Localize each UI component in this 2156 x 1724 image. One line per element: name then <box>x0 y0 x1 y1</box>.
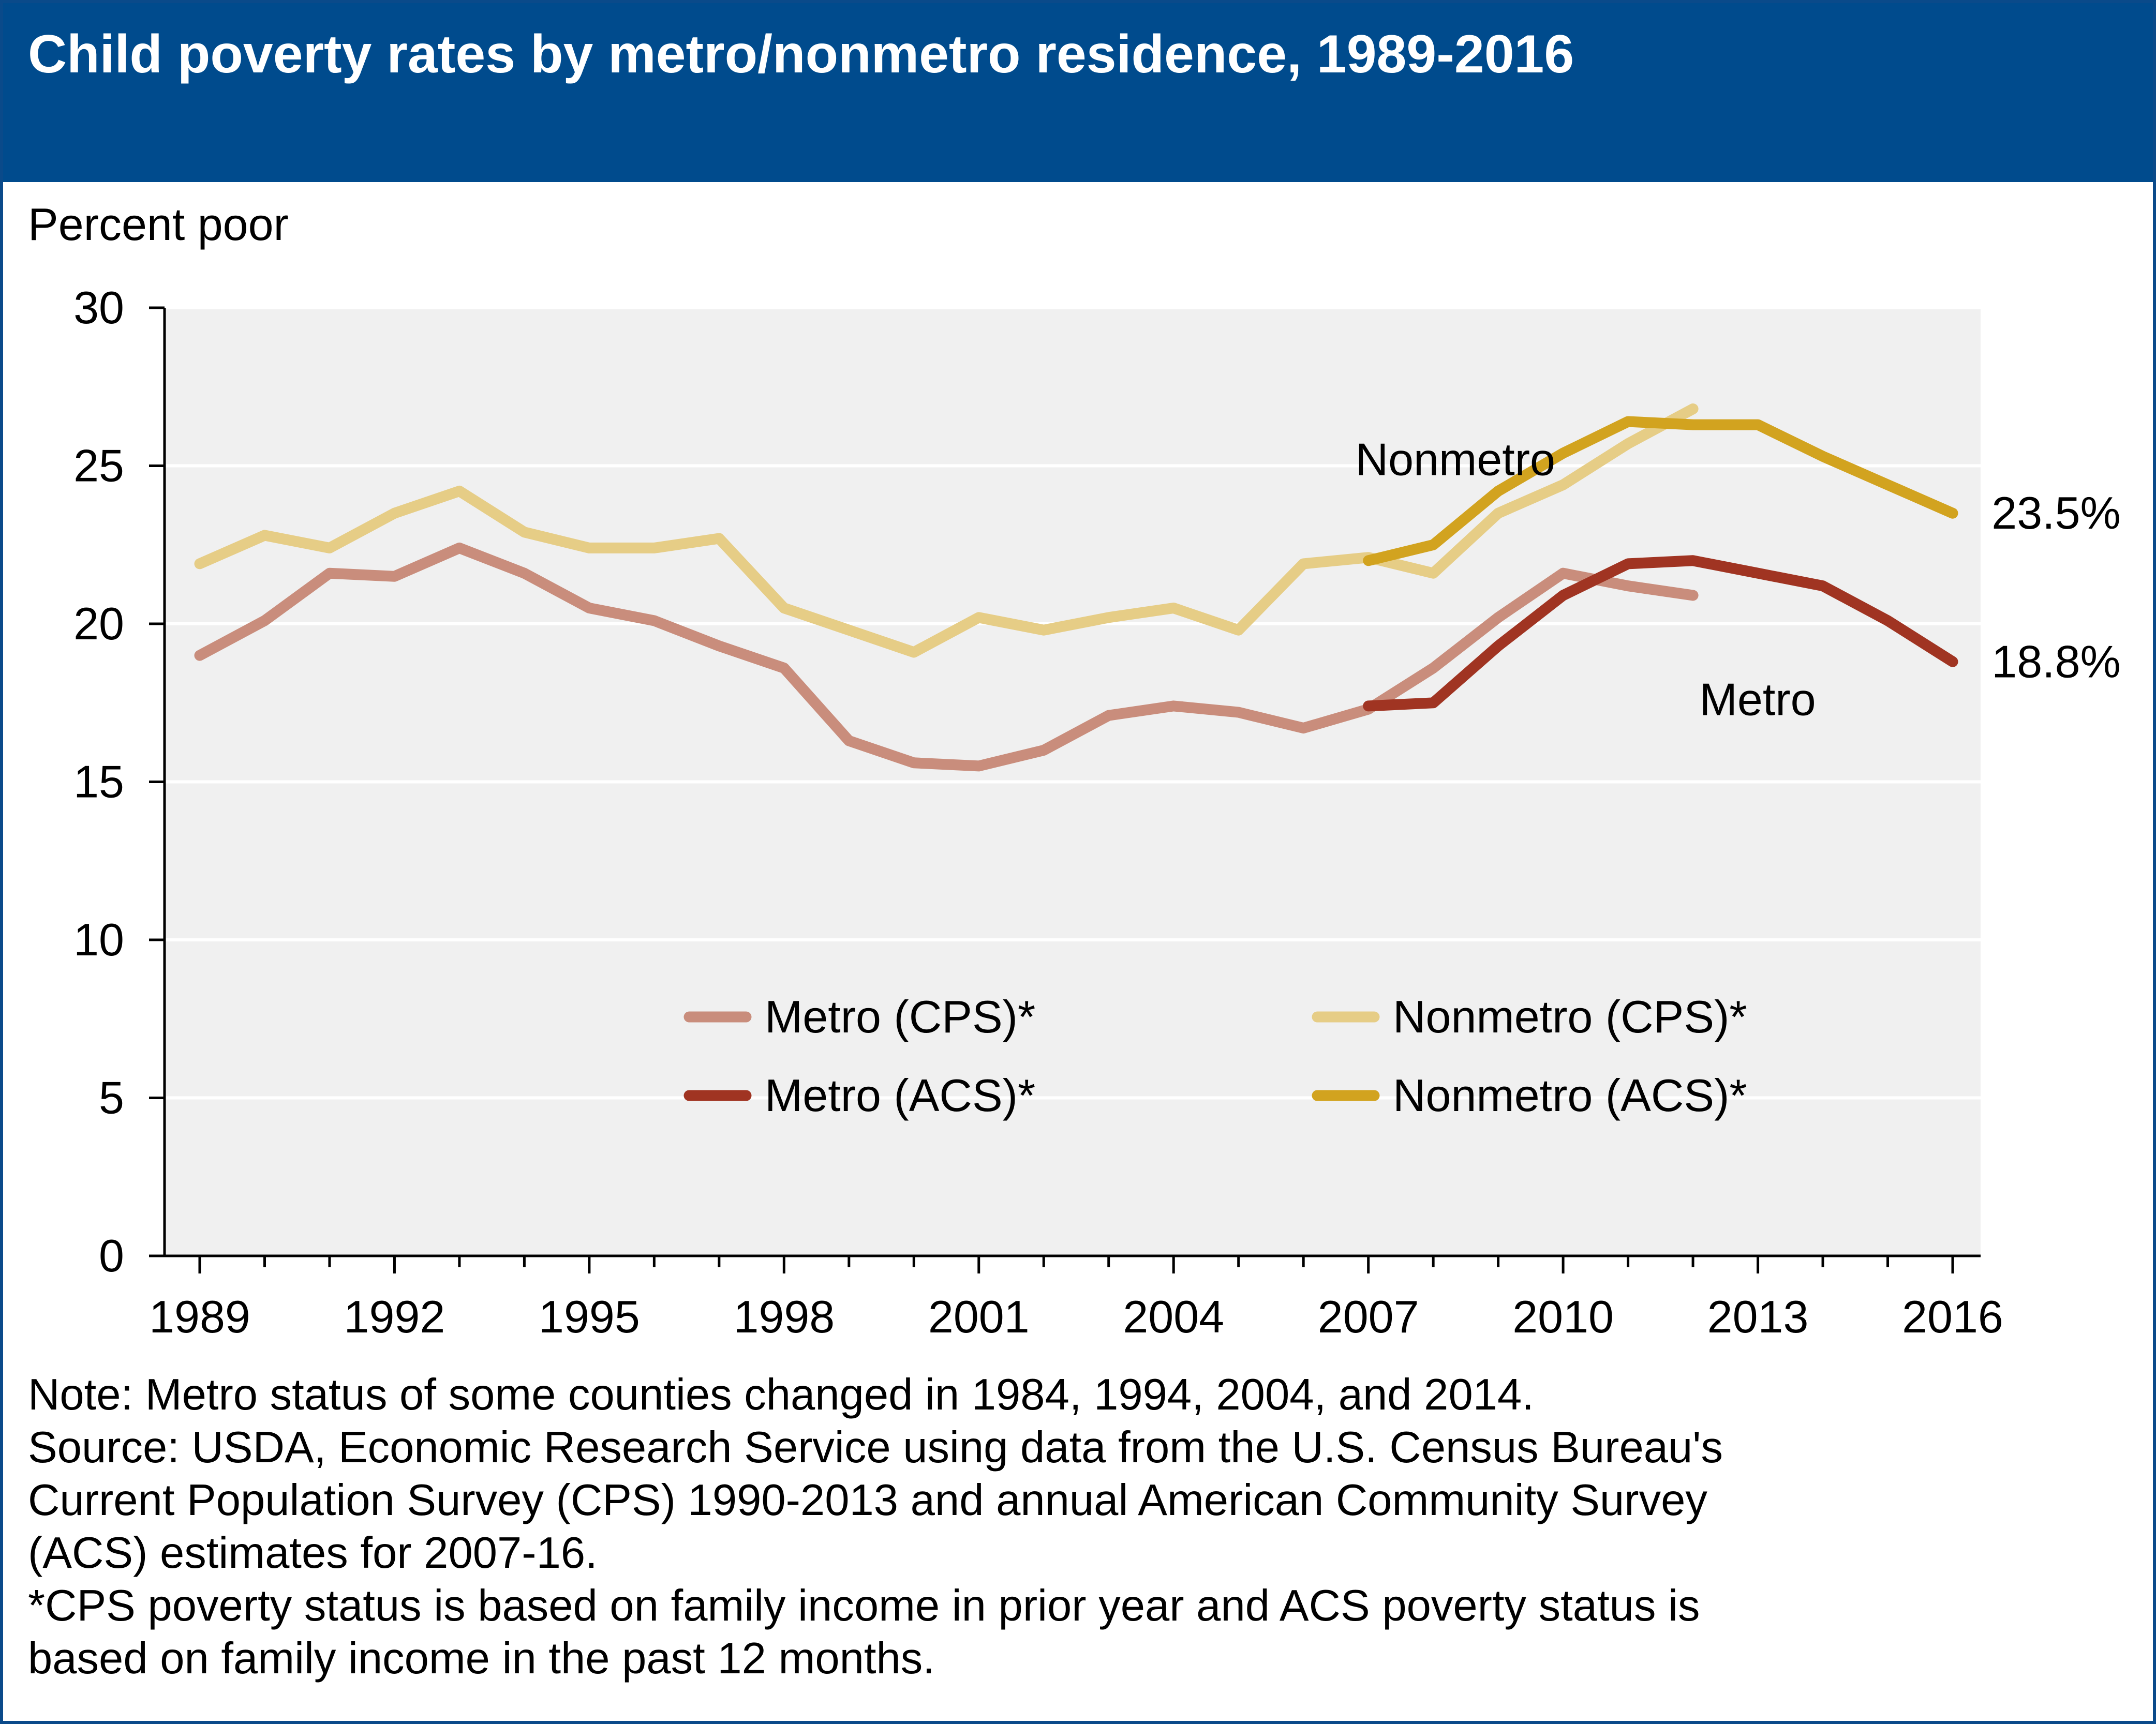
chart-title: Child poverty rates by metro/nonmetro re… <box>28 24 1574 84</box>
legend-label: Nonmetro (ACS)* <box>1393 1070 1747 1121</box>
x-tick-label: 2004 <box>1123 1291 1224 1342</box>
annotation-label: Metro <box>1700 674 1816 725</box>
series-line <box>1363 416 1958 566</box>
annotation-label: 23.5% <box>1991 487 2121 538</box>
legend-label: Metro (CPS)* <box>765 991 1035 1042</box>
x-tick-label: 1992 <box>344 1291 445 1342</box>
y-tick-label: 0 <box>99 1230 124 1281</box>
source-line: Source: USDA, Economic Research Service … <box>28 1423 1723 1472</box>
annotation-label: 18.8% <box>1991 636 2121 687</box>
x-tick-label: 2013 <box>1707 1291 1809 1342</box>
header-bar: Child poverty rates by metro/nonmetro re… <box>3 3 2153 182</box>
source-line: Current Population Survey (CPS) 1990-201… <box>28 1476 1707 1525</box>
annotation-label: Nonmetro <box>1356 433 1555 485</box>
x-tick-label: 2016 <box>1902 1291 2003 1342</box>
notes-block: Note: Metro status of some counties chan… <box>28 1369 2129 1685</box>
y-tick-label: 10 <box>73 914 124 965</box>
footnote-line: *CPS poverty status is based on family i… <box>28 1581 1700 1630</box>
gridlines <box>165 306 1981 1100</box>
legend-label: Nonmetro (CPS)* <box>1393 991 1747 1042</box>
legend: Metro (CPS)* Nonmetro (CPS)* Metro (ACS)* N… <box>683 991 1747 1121</box>
axes: 0 5 10 15 20 25 30 1989 1992 1995 1998 2001 2004 2007… <box>73 282 2003 1342</box>
x-tick-label: 1998 <box>733 1291 835 1342</box>
x-tick-label: 1995 <box>539 1291 640 1342</box>
series-line <box>1363 555 1958 712</box>
x-tick-label: 2010 <box>1512 1291 1614 1342</box>
y-tick-label: 20 <box>73 598 124 649</box>
source-line: (ACS) estimates for 2007-16. <box>28 1528 598 1578</box>
y-tick-label: 15 <box>73 756 124 807</box>
footnote-line: based on family income in the past 12 mo… <box>28 1634 935 1683</box>
series-lines <box>194 403 1958 772</box>
y-tick-label: 25 <box>73 440 124 491</box>
legend-label: Metro (ACS)* <box>765 1070 1035 1121</box>
line-chart: Percent poor 0 5 10 15 20 25 30 1989 1992 1995 199… <box>28 199 2121 1342</box>
series-line <box>194 542 1699 772</box>
x-tick-label: 2007 <box>1318 1291 1419 1342</box>
series-line <box>194 403 1699 658</box>
x-tick-label: 1989 <box>149 1291 250 1342</box>
y-tick-label: 5 <box>99 1072 124 1123</box>
y-tick-label: 30 <box>73 282 124 333</box>
x-tick-label: 2001 <box>928 1291 1030 1342</box>
note-line: Note: Metro status of some counties chan… <box>28 1370 1534 1419</box>
y-axis-label: Percent poor <box>28 199 289 250</box>
annotations: Nonmetro Metro 23.5% 18.8% <box>1356 433 2121 725</box>
